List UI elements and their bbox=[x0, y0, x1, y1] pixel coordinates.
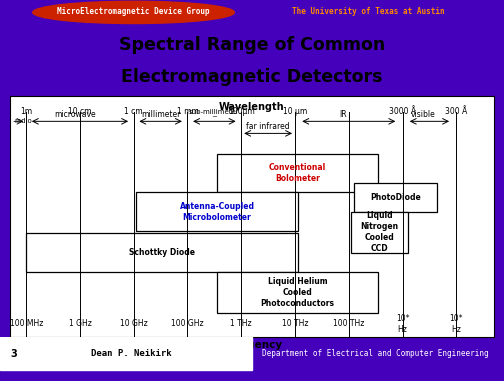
Text: millimeter: millimeter bbox=[141, 110, 180, 119]
Text: Schottky Diode: Schottky Diode bbox=[129, 248, 195, 257]
Text: 100 MHz: 100 MHz bbox=[10, 319, 43, 328]
Text: 300 Å: 300 Å bbox=[445, 107, 467, 116]
Text: microwave: microwave bbox=[54, 110, 95, 119]
Text: ~: ~ bbox=[212, 114, 217, 120]
Text: 10 cm: 10 cm bbox=[68, 107, 92, 116]
Text: 10 THz: 10 THz bbox=[282, 319, 308, 328]
Text: 3000 Å: 3000 Å bbox=[389, 107, 416, 116]
Text: PhotoDiode: PhotoDiode bbox=[370, 193, 421, 202]
Text: visible: visible bbox=[411, 110, 435, 119]
Text: Frequency: Frequency bbox=[221, 339, 283, 350]
Text: Department of Electrical and Computer Engineering: Department of Electrical and Computer En… bbox=[262, 349, 489, 359]
Text: Conventional
Bolometer: Conventional Bolometer bbox=[269, 163, 326, 183]
Text: far infrared: far infrared bbox=[246, 122, 290, 131]
Text: 100 GHz: 100 GHz bbox=[171, 319, 204, 328]
Bar bbox=[217, 272, 379, 313]
Bar bbox=[354, 183, 437, 212]
Text: Liquid Helium
Cooled
Photoconductors: Liquid Helium Cooled Photoconductors bbox=[261, 277, 335, 308]
Text: Wavelength: Wavelength bbox=[219, 102, 285, 112]
Text: 100μm: 100μm bbox=[228, 107, 255, 116]
Text: 1 mm: 1 mm bbox=[176, 107, 199, 116]
Bar bbox=[217, 154, 379, 192]
Text: 10 μm: 10 μm bbox=[283, 107, 307, 116]
Bar bbox=[351, 212, 408, 253]
Text: radio: radio bbox=[15, 118, 32, 124]
Text: Antenna-Coupled
Microbolometer: Antenna-Coupled Microbolometer bbox=[179, 202, 255, 222]
Text: 1 cm: 1 cm bbox=[124, 107, 143, 116]
Text: 1 THz: 1 THz bbox=[230, 319, 252, 328]
Text: 3: 3 bbox=[10, 349, 17, 359]
Bar bbox=[0, 337, 252, 370]
Bar bbox=[26, 234, 298, 272]
Text: The University of Texas at Austin: The University of Texas at Austin bbox=[292, 7, 444, 16]
Text: sub-millimeter: sub-millimeter bbox=[189, 109, 240, 115]
Text: 10*
Hz: 10* Hz bbox=[450, 314, 463, 334]
Text: IR: IR bbox=[340, 110, 347, 119]
Text: 1m: 1m bbox=[20, 107, 32, 116]
Text: 10*
Hz: 10* Hz bbox=[396, 314, 409, 334]
Ellipse shape bbox=[33, 1, 234, 24]
Text: Electromagnetic Detectors: Electromagnetic Detectors bbox=[121, 68, 383, 86]
Text: MicroElectromagnetic Device Group: MicroElectromagnetic Device Group bbox=[57, 7, 210, 16]
Text: Liquid
Nitrogen
Cooled
CCD: Liquid Nitrogen Cooled CCD bbox=[361, 211, 399, 253]
Text: 10 GHz: 10 GHz bbox=[120, 319, 148, 328]
Bar bbox=[137, 192, 298, 231]
Text: 1 GHz: 1 GHz bbox=[69, 319, 91, 328]
Text: Dean P. Neikirk: Dean P. Neikirk bbox=[91, 349, 171, 359]
Text: 100 THz: 100 THz bbox=[333, 319, 364, 328]
Text: Spectral Range of Common: Spectral Range of Common bbox=[119, 36, 385, 54]
